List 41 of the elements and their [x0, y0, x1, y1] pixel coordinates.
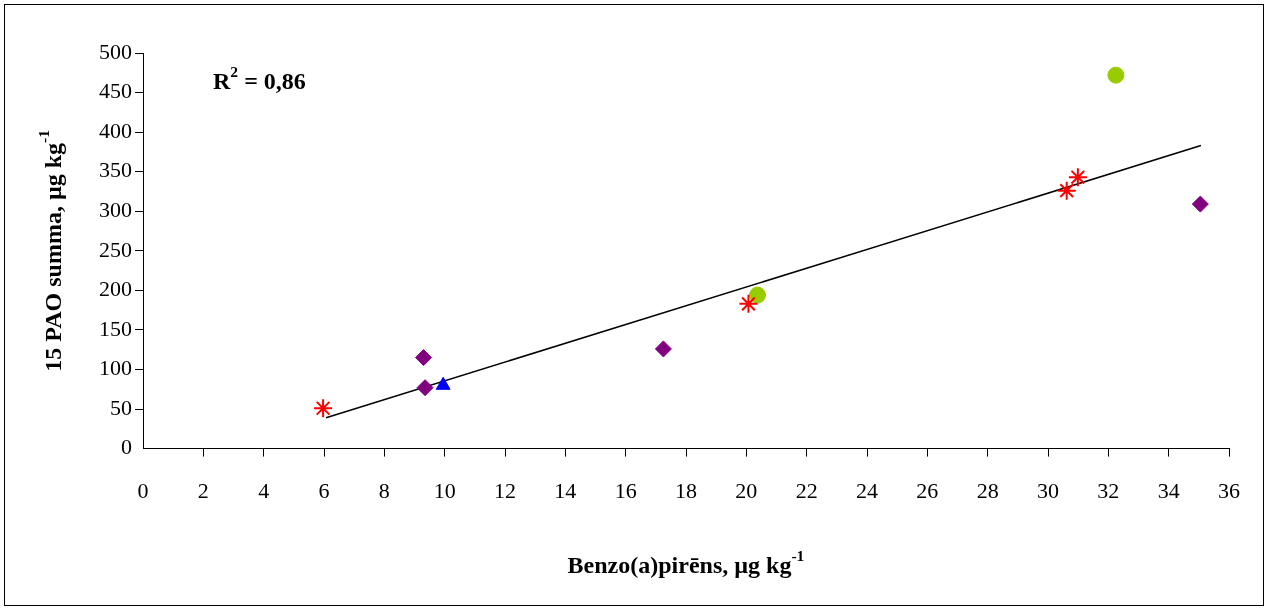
- y-tick-label: 100: [99, 355, 132, 381]
- y-tick-label: 500: [99, 38, 132, 64]
- point: [1191, 195, 1209, 213]
- x-tick-label: 16: [614, 477, 637, 503]
- y-tick-label: 200: [99, 276, 132, 302]
- point: [313, 398, 334, 419]
- x-tick-label: 4: [258, 477, 270, 503]
- point: [1056, 180, 1077, 201]
- x-tick-label: 34: [1157, 477, 1180, 503]
- y-tick-label: 400: [99, 117, 132, 143]
- x-tick-label: 28: [976, 477, 999, 503]
- x-tick-label: 10: [433, 477, 456, 503]
- y-tick-label: 50: [110, 394, 132, 420]
- x-tick-label: 2: [197, 477, 209, 503]
- point: [749, 286, 766, 304]
- x-tick-label: 20: [735, 477, 758, 503]
- y-axis-title: 15 PAO summa, µg kg-1: [35, 129, 67, 372]
- y-tick-label: 0: [121, 434, 132, 460]
- y-tick-label: 350: [99, 157, 132, 183]
- y-tick-label: 150: [99, 315, 132, 341]
- x-tick-label: 30: [1037, 477, 1059, 503]
- x-tick-label: 22: [795, 477, 818, 503]
- point: [415, 349, 433, 367]
- x-tick-label: 36: [1218, 477, 1240, 503]
- x-tick-label: 26: [916, 477, 939, 503]
- y-tick-label: 450: [99, 78, 132, 104]
- point: [1107, 66, 1125, 84]
- point: [416, 379, 434, 397]
- x-tick-label: 32: [1097, 477, 1120, 503]
- point: [654, 340, 672, 358]
- x-tick-label: 8: [378, 477, 390, 503]
- point: [1067, 167, 1088, 188]
- x-tick-label: 14: [554, 477, 577, 503]
- point: [738, 293, 759, 314]
- x-tick-label: 12: [494, 477, 516, 503]
- x-tick-label: 0: [137, 477, 149, 503]
- x-tick-label: 6: [318, 477, 330, 503]
- y-tick-label: 250: [99, 236, 132, 262]
- x-tick-label: 24: [856, 477, 878, 503]
- x-tick-label: 18: [675, 477, 697, 503]
- y-tick-label: 300: [99, 197, 132, 223]
